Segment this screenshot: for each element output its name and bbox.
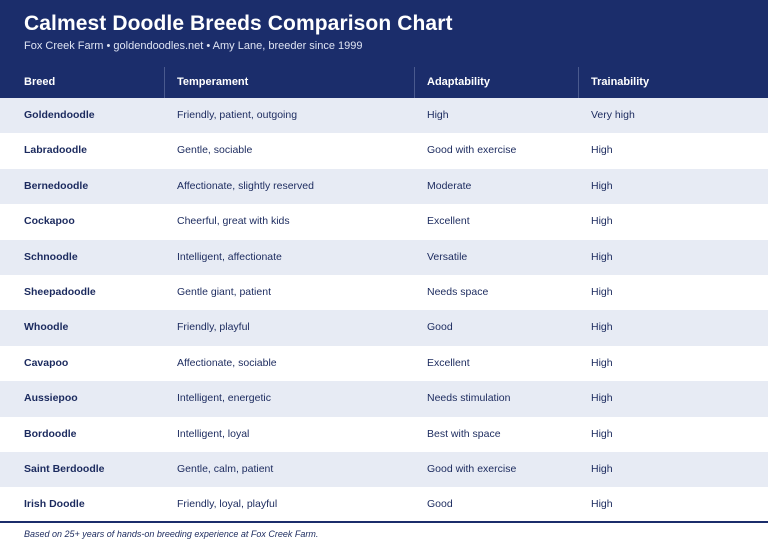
- breed-cell: Saint Berdoodle: [24, 463, 105, 475]
- trainability-cell: High: [591, 144, 613, 157]
- trainability-cell: High: [591, 286, 613, 298]
- adaptability-cell: Moderate: [427, 179, 472, 192]
- trainability-cell: High: [591, 463, 613, 475]
- column-header-breed: Breed: [24, 76, 56, 88]
- footer-note: Based on 25+ years of hands-on breeding …: [24, 529, 319, 539]
- table-header: Breed Temperament Adaptability Trainabil…: [0, 66, 768, 98]
- page-header: Calmest Doodle Breeds Comparison Chart F…: [0, 0, 768, 98]
- footer-divider: [0, 521, 768, 523]
- table-row: Schnoodle Intelligent, affectionate Versat…: [0, 239, 768, 275]
- trainability-cell: Very high: [591, 109, 635, 121]
- adaptability-cell: Best with space: [427, 427, 501, 440]
- trainability-cell: High: [591, 356, 613, 369]
- page-title: Calmest Doodle Breeds Comparison Chart: [24, 12, 453, 35]
- temperament-cell: Gentle, calm, patient: [177, 463, 274, 475]
- table-row: Aussiepoo Intelligent, energetic Needs sti…: [0, 381, 768, 417]
- page-subtitle: Fox Creek Farm • goldendoodles.net • Amy…: [24, 40, 363, 52]
- adaptability-cell: Versatile: [427, 250, 468, 263]
- column-divider: [414, 67, 415, 98]
- temperament-cell: Friendly, patient, outgoing: [177, 109, 298, 121]
- temperament-cell: Affectionate, sociable: [177, 356, 277, 369]
- trainability-cell: High: [591, 250, 613, 263]
- table-row: Bernedoodle Affectionate, slightly reserv…: [0, 168, 768, 205]
- breed-cell: Labradoodle: [24, 144, 88, 157]
- temperament-cell: Intelligent, energetic: [177, 392, 271, 405]
- table-row: Cavapoo Affectionate, sociable Excellent Hi…: [0, 345, 768, 382]
- table-row: Irish Doodle Friendly, loyal, playful Good…: [0, 487, 768, 523]
- temperament-cell: Intelligent, loyal: [177, 427, 250, 440]
- table-row: Sheepadoodle Gentle giant, patient Needs s…: [0, 275, 768, 311]
- column-divider: [578, 67, 579, 98]
- temperament-cell: Cheerful, great with kids: [177, 215, 290, 228]
- table-row: Goldendoodle Friendly, patient, outgoing H…: [0, 98, 768, 134]
- breed-cell: Aussiepoo: [24, 392, 78, 405]
- trainability-cell: High: [591, 392, 613, 405]
- breed-cell: Cavapoo: [24, 356, 69, 369]
- temperament-cell: Friendly, loyal, playful: [177, 498, 278, 511]
- trainability-cell: High: [591, 498, 613, 511]
- adaptability-cell: Good: [427, 498, 453, 511]
- adaptability-cell: Good with exercise: [427, 144, 517, 157]
- column-header-temperament: Temperament: [177, 76, 249, 88]
- breed-cell: Bernedoodle: [24, 179, 89, 192]
- adaptability-cell: Good: [427, 321, 453, 334]
- column-divider: [164, 67, 165, 98]
- temperament-cell: Friendly, playful: [177, 321, 250, 334]
- adaptability-cell: Needs stimulation: [427, 392, 511, 405]
- adaptability-cell: Excellent: [427, 356, 470, 369]
- adaptability-cell: Good with exercise: [427, 463, 517, 475]
- table-row: Bordoodle Intelligent, loyal Best with spa…: [0, 416, 768, 452]
- table-row: Whoodle Friendly, playful Good High: [0, 310, 768, 346]
- breed-cell: Irish Doodle: [24, 498, 85, 511]
- breed-cell: Goldendoodle: [24, 109, 95, 121]
- temperament-cell: Gentle giant, patient: [177, 286, 271, 298]
- adaptability-cell: Excellent: [427, 215, 470, 228]
- breed-cell: Cockapoo: [24, 215, 75, 228]
- breed-cell: Bordoodle: [24, 427, 77, 440]
- trainability-cell: High: [591, 321, 613, 334]
- breed-cell: Whoodle: [24, 321, 69, 334]
- adaptability-cell: High: [427, 109, 449, 121]
- column-header-trainability: Trainability: [591, 76, 650, 88]
- trainability-cell: High: [591, 179, 613, 192]
- table-row: Cockapoo Cheerful, great with kids Excelle…: [0, 204, 768, 240]
- temperament-cell: Intelligent, affectionate: [177, 250, 282, 263]
- trainability-cell: High: [591, 427, 613, 440]
- table-row: Labradoodle Gentle, sociable Good with exe…: [0, 133, 768, 169]
- adaptability-cell: Needs space: [427, 286, 489, 298]
- column-header-adaptability: Adaptability: [427, 76, 490, 88]
- breed-cell: Sheepadoodle: [24, 286, 96, 298]
- temperament-cell: Gentle, sociable: [177, 144, 253, 157]
- trainability-cell: High: [591, 215, 613, 228]
- breed-cell: Schnoodle: [24, 250, 78, 263]
- table-row: Saint Berdoodle Gentle, calm, patient Good…: [0, 452, 768, 488]
- temperament-cell: Affectionate, slightly reserved: [177, 179, 314, 192]
